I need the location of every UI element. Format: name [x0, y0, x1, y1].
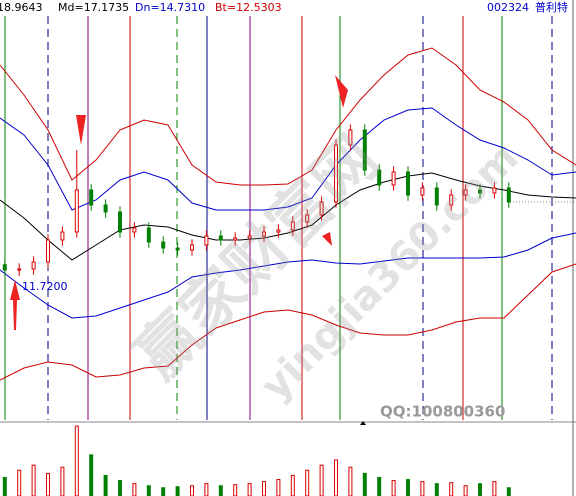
- volume-bar: [348, 466, 353, 496]
- candle-body: [2, 264, 7, 271]
- candle-body: [247, 235, 252, 239]
- volume-bar: [492, 481, 497, 496]
- candle-body: [348, 129, 353, 146]
- volume-bar: [146, 485, 151, 496]
- volume-bar: [46, 472, 50, 496]
- candle-body: [290, 221, 295, 231]
- candle-body: [319, 201, 324, 216]
- volume-bar: [60, 466, 65, 496]
- candle-body: [262, 231, 266, 237]
- candle-body: [46, 239, 50, 263]
- volume-bar: [463, 485, 468, 496]
- volume-bar: [305, 469, 310, 496]
- volume-bar: [218, 485, 223, 496]
- candle-body: [276, 229, 281, 233]
- candle-body: [74, 189, 79, 233]
- candle-body: [60, 231, 65, 241]
- candle-body: [420, 187, 425, 196]
- volume-bar: [478, 483, 482, 496]
- candle-body: [233, 237, 238, 241]
- candle-body: [218, 235, 223, 241]
- volume-bar: [118, 480, 122, 496]
- volume-bar: [449, 482, 454, 496]
- volume-bar: [434, 483, 439, 496]
- arrow: [10, 280, 20, 300]
- candle-body: [161, 241, 166, 249]
- stock-code: 002324: [487, 1, 529, 14]
- candle-body: [463, 189, 468, 196]
- volume-bar: [406, 479, 410, 496]
- header-md: Md=17.1735: [58, 1, 129, 14]
- candle-body: [305, 214, 310, 223]
- volume-bar: [89, 454, 94, 496]
- volume-bar: [506, 487, 511, 496]
- volume-bar: [233, 484, 238, 496]
- candle-body: [118, 211, 122, 233]
- volume-bar: [420, 481, 425, 496]
- candle-body: [146, 227, 151, 243]
- volume-bar: [132, 483, 137, 496]
- band-line: [0, 263, 576, 381]
- volume-bar: [31, 464, 36, 496]
- volume-bar: [247, 483, 252, 496]
- arrow: [13, 300, 17, 330]
- candle-body: [204, 235, 209, 246]
- band-line: [0, 47, 576, 186]
- candle-body: [31, 261, 36, 270]
- candle-body: [175, 247, 180, 251]
- volume-bar: [362, 472, 367, 496]
- volume-bar: [17, 469, 22, 496]
- header-up: 18.9643: [0, 1, 43, 14]
- volume-bar: [290, 474, 295, 496]
- candle-body: [89, 189, 94, 206]
- candle-body: [362, 129, 367, 171]
- candle-body: [406, 171, 410, 196]
- marker: [360, 421, 366, 425]
- cycle-lines: [4, 16, 553, 420]
- header-dn: Dn=14.7310: [135, 1, 205, 14]
- arrow: [322, 232, 332, 246]
- candle-body: [17, 268, 22, 271]
- candle-body: [449, 194, 454, 206]
- plot-area: [0, 47, 576, 496]
- candle-body: [334, 144, 338, 203]
- qq-text: QQ:100800360: [380, 403, 505, 421]
- min-price-label: 11.7200: [22, 280, 68, 293]
- volume-bar: [319, 464, 324, 496]
- candle-body: [391, 171, 396, 186]
- candle-body: [434, 187, 439, 206]
- volume-bar: [377, 476, 382, 496]
- volume-bar: [190, 485, 194, 496]
- arrow: [76, 115, 86, 145]
- candle-body: [478, 189, 482, 194]
- arrows: [10, 75, 348, 330]
- candle-body: [492, 187, 497, 194]
- volume-bar: [161, 487, 166, 496]
- band-line: [0, 232, 576, 319]
- candle-body: [190, 244, 194, 251]
- volume-bar: [262, 481, 266, 496]
- volume-bar: [391, 480, 396, 496]
- candle-body: [132, 227, 137, 233]
- volume-bar: [2, 476, 7, 496]
- candle-body: [506, 187, 511, 203]
- volume-bar: [276, 479, 281, 496]
- volume-bar: [103, 474, 108, 496]
- volume-bar: [334, 459, 338, 496]
- candle-body: [377, 169, 382, 186]
- volume-bar: [175, 486, 180, 496]
- volume-bar: [74, 425, 79, 496]
- candle-body: [103, 204, 108, 213]
- arrow: [335, 75, 348, 108]
- volume-bar: [204, 483, 209, 496]
- stock-name: 普利特: [535, 0, 568, 14]
- band-line: [0, 107, 576, 211]
- header-bt: Bt=12.5303: [215, 1, 282, 14]
